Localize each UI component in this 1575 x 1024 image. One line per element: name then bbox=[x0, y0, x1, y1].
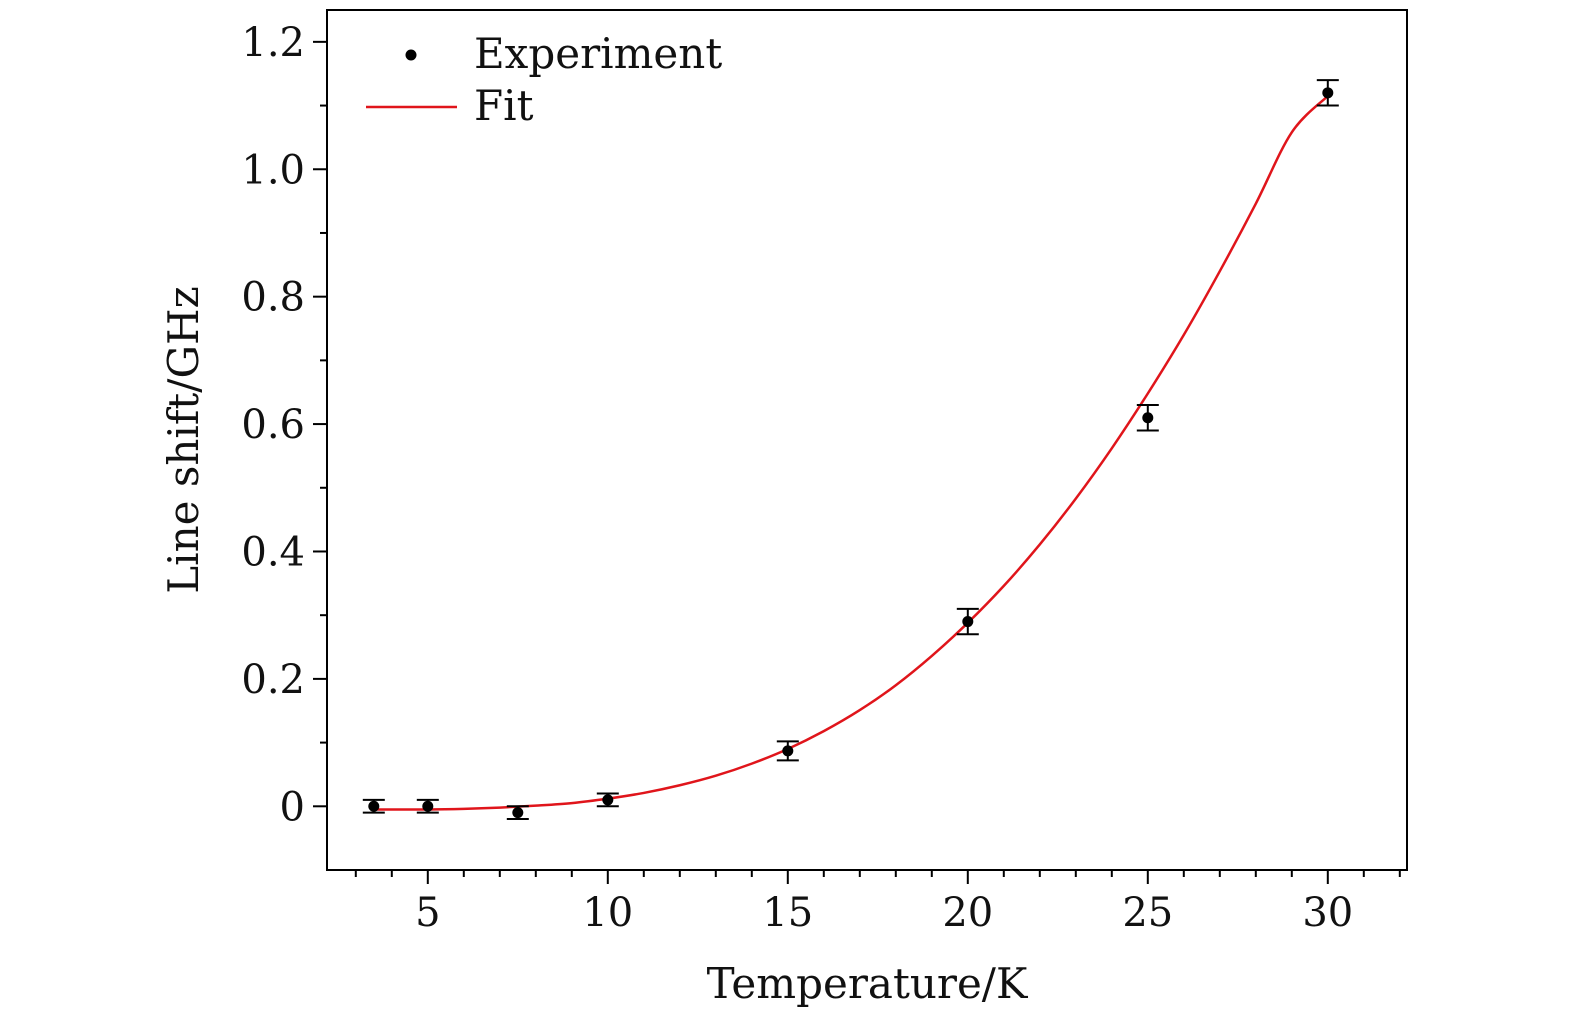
data-marker bbox=[512, 807, 524, 819]
x-axis-title: Temperature/K bbox=[707, 959, 1029, 1008]
data-marker bbox=[1142, 412, 1154, 424]
data-marker bbox=[1322, 87, 1334, 99]
x-tick-label: 10 bbox=[582, 890, 633, 936]
data-marker bbox=[422, 800, 434, 812]
x-tick-label: 5 bbox=[415, 890, 440, 936]
y-tick-label: 1.0 bbox=[241, 147, 305, 193]
legend-experiment-marker bbox=[405, 49, 417, 61]
y-tick-label: 1.2 bbox=[241, 20, 305, 66]
experiment-point bbox=[416, 798, 439, 814]
experiment-point bbox=[956, 607, 979, 636]
experiment-point bbox=[362, 798, 385, 814]
experiment-point bbox=[596, 792, 619, 808]
major-ticks bbox=[313, 40, 1329, 884]
legend-experiment-label: Experiment bbox=[474, 29, 722, 78]
experiment-point bbox=[506, 805, 529, 821]
plot-frame bbox=[326, 9, 1408, 871]
y-tick-labels: 0 0.2 0.4 0.6 0.8 1.0 1.2 bbox=[241, 20, 305, 830]
experiment-point bbox=[776, 740, 799, 762]
y-tick-label: 0.6 bbox=[241, 402, 305, 448]
data-marker bbox=[782, 745, 794, 757]
x-tick-label: 30 bbox=[1302, 890, 1353, 936]
y-tick-label: 0 bbox=[280, 784, 305, 830]
y-tick-label: 0.2 bbox=[241, 657, 305, 703]
experiment-series bbox=[362, 79, 1339, 821]
data-marker bbox=[602, 794, 614, 806]
fit-series bbox=[373, 95, 1329, 811]
minor-ticks bbox=[320, 104, 1401, 877]
y-tick-label: 0.4 bbox=[241, 529, 305, 575]
data-marker bbox=[368, 800, 380, 812]
x-tick-label: 25 bbox=[1122, 890, 1173, 936]
y-axis-title: Line shift/GHz bbox=[159, 286, 208, 594]
legend: Experiment Fit bbox=[366, 29, 722, 130]
fit-line bbox=[373, 95, 1329, 811]
x-tick-labels: 5 10 15 20 25 30 bbox=[415, 890, 1353, 936]
data-marker bbox=[962, 616, 974, 628]
y-tick-label: 0.8 bbox=[241, 275, 305, 321]
x-tick-label: 15 bbox=[762, 890, 813, 936]
experiment-point bbox=[1316, 79, 1339, 107]
x-tick-label: 20 bbox=[942, 890, 993, 936]
legend-fit-label: Fit bbox=[474, 81, 534, 130]
experiment-point bbox=[1136, 403, 1159, 432]
